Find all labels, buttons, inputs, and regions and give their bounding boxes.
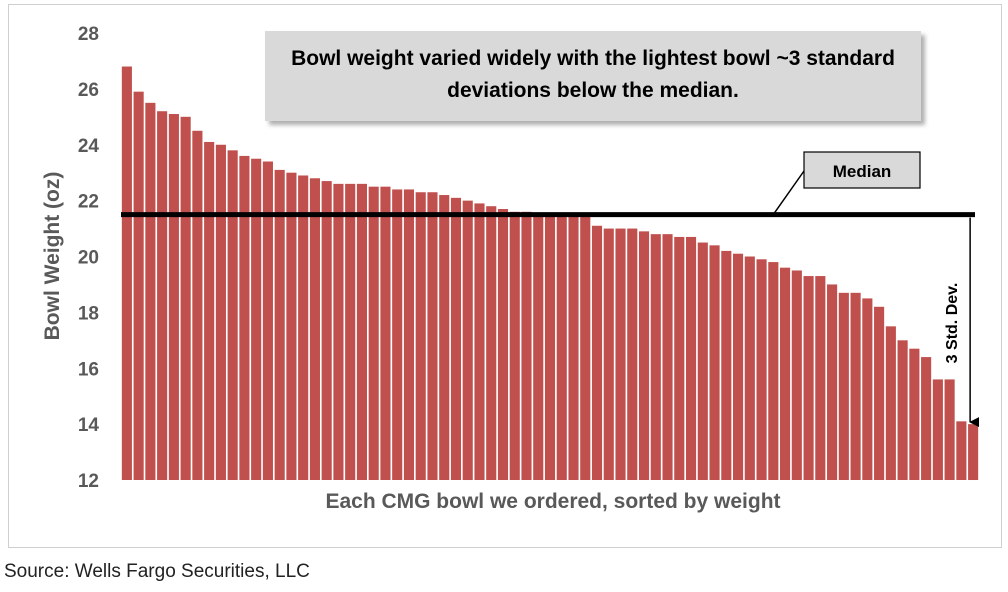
bars-group <box>121 66 979 481</box>
y-tick-label: 20 <box>78 248 99 269</box>
std-dev-label: 3 Std. Dev. <box>944 283 961 364</box>
bar <box>850 292 861 480</box>
bar <box>744 256 755 480</box>
bar <box>921 357 932 480</box>
bar <box>709 245 720 480</box>
x-axis-label: Each CMG bowl we ordered, sorted by weig… <box>325 490 780 513</box>
y-tick-label: 22 <box>78 192 99 213</box>
bar <box>486 206 497 480</box>
bar <box>956 421 967 480</box>
bar <box>239 155 250 481</box>
bar <box>145 102 156 480</box>
y-tick-label: 12 <box>78 471 99 492</box>
chart-frame: 12 14 16 18 20 22 24 26 28 Bowl Weight (oz) Each… <box>8 4 1002 548</box>
bar <box>298 175 309 481</box>
bar <box>780 267 791 480</box>
bar <box>462 200 473 481</box>
chart-title: Bowl weight varied widely with the light… <box>291 47 895 102</box>
bar <box>556 214 567 480</box>
bar <box>615 228 626 480</box>
bar <box>909 348 920 480</box>
bar <box>356 183 367 481</box>
bar <box>403 189 415 480</box>
y-tick-label: 18 <box>78 303 99 324</box>
y-tick-label: 16 <box>78 359 99 380</box>
bar <box>204 141 215 480</box>
bar <box>368 186 379 480</box>
bar <box>227 150 238 480</box>
bar <box>415 192 426 481</box>
bar <box>157 111 168 480</box>
bar <box>333 183 344 481</box>
bar <box>862 298 873 480</box>
median-callout-pointer <box>773 170 805 215</box>
bar <box>345 183 356 481</box>
bar <box>638 231 650 480</box>
y-tick-label: 24 <box>78 136 100 157</box>
bar <box>251 158 262 480</box>
y-tick-label: 28 <box>78 24 99 45</box>
bar <box>733 253 744 480</box>
bar <box>685 236 697 480</box>
bar <box>815 276 826 480</box>
bar <box>662 234 673 480</box>
bar <box>627 228 638 480</box>
y-axis-ticks: 12 14 16 18 20 22 24 26 28 <box>78 24 100 492</box>
bar <box>133 91 144 481</box>
bowl-weight-chart: 12 14 16 18 20 22 24 26 28 Bowl Weight (oz) Each… <box>41 24 980 513</box>
bar <box>439 195 450 481</box>
bar <box>497 209 509 480</box>
bar <box>591 225 603 480</box>
bar <box>603 228 614 480</box>
source-note: Source: Wells Fargo Securities, LLC <box>4 561 310 582</box>
bar <box>380 186 391 480</box>
y-axis-label: Bowl Weight (oz) <box>41 172 64 341</box>
bar <box>874 306 885 480</box>
bar <box>215 144 226 480</box>
median-label: Median <box>833 162 892 181</box>
bar <box>756 259 767 480</box>
bar <box>674 236 685 480</box>
bar <box>392 189 403 480</box>
y-tick-label: 14 <box>78 415 100 436</box>
bar <box>121 66 132 480</box>
bar <box>697 242 708 480</box>
y-tick-label: 26 <box>78 80 99 101</box>
bar <box>168 114 179 481</box>
bar <box>838 292 849 480</box>
bar <box>650 234 661 480</box>
bar <box>827 284 838 480</box>
bar <box>897 340 908 480</box>
bar <box>321 181 332 480</box>
bar <box>791 270 802 480</box>
bar <box>944 379 955 480</box>
bar <box>309 178 320 480</box>
bar <box>803 276 814 480</box>
bar <box>474 203 485 481</box>
bar <box>450 197 462 480</box>
bar <box>932 379 943 480</box>
bar <box>580 214 591 480</box>
bar <box>274 169 285 480</box>
bar <box>885 326 896 480</box>
bar <box>721 250 732 480</box>
bar <box>544 214 556 480</box>
bar <box>286 172 297 480</box>
bar <box>768 262 779 480</box>
bar <box>533 214 544 480</box>
title-callout: Bowl weight varied widely with the light… <box>265 31 921 121</box>
bar <box>180 116 191 480</box>
bar <box>262 161 273 480</box>
bar <box>192 130 203 480</box>
median-callout: Median <box>773 151 921 215</box>
bar <box>509 211 520 481</box>
bar <box>521 211 532 481</box>
bar <box>968 424 979 481</box>
bar <box>427 192 438 481</box>
bar <box>568 214 579 480</box>
